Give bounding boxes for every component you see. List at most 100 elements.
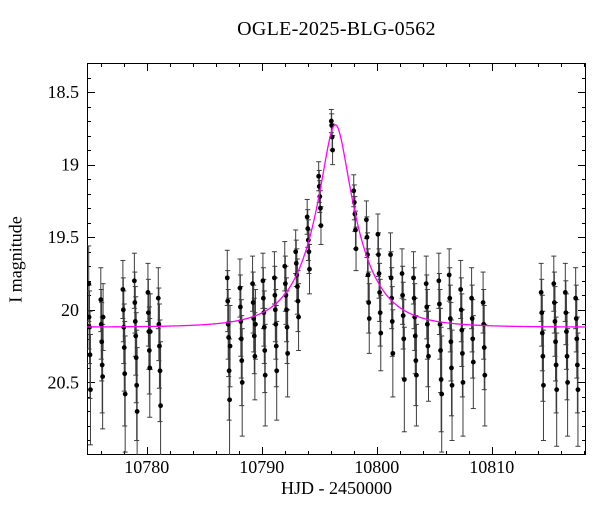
data-point: [121, 345, 127, 350]
data-point: [307, 266, 312, 272]
data-point: [146, 348, 152, 353]
data-point: [282, 281, 288, 287]
data-point: [573, 316, 579, 321]
data-point: [145, 289, 151, 295]
data-point: [438, 377, 444, 382]
data-point: [98, 297, 104, 303]
data-point: [100, 374, 106, 379]
plot-frame: [87, 63, 586, 455]
data-point: [481, 345, 487, 350]
data-point: [353, 227, 358, 233]
data-point: [552, 319, 558, 324]
data-point: [470, 359, 476, 365]
data-point: [377, 289, 383, 295]
data-point: [122, 391, 128, 397]
data-point: [134, 382, 140, 388]
data-point: [401, 336, 407, 342]
data-point: [120, 287, 126, 292]
data-point: [134, 409, 140, 414]
data-point: [227, 343, 233, 349]
data-point: [469, 316, 475, 321]
data-point: [449, 382, 455, 388]
y-tick-label: 19: [61, 155, 79, 175]
y-tick-label: 20.5: [48, 372, 80, 392]
data-point: [131, 278, 137, 284]
data-point: [460, 380, 466, 385]
data-point: [437, 301, 442, 307]
data-point: [574, 336, 580, 342]
data-point: [132, 300, 138, 305]
data-point: [295, 298, 301, 304]
data-point: [272, 307, 278, 313]
data-point: [120, 307, 126, 313]
data-point: [262, 372, 268, 378]
data-point: [252, 353, 258, 359]
data-point: [273, 343, 279, 349]
data-points: [87, 118, 581, 414]
data-point: [296, 314, 301, 320]
data-point: [458, 287, 464, 292]
data-point: [157, 343, 162, 349]
data-point: [87, 352, 93, 358]
data-point: [400, 292, 406, 298]
data-point: [282, 263, 288, 269]
data-point: [482, 372, 488, 378]
data-point: [133, 333, 139, 339]
data-point: [272, 292, 278, 298]
data-point: [424, 321, 430, 327]
data-point: [447, 295, 453, 301]
data-point: [390, 350, 396, 356]
data-point: [304, 214, 310, 220]
data-point: [273, 321, 279, 327]
data-point: [539, 310, 545, 316]
data-point: [156, 321, 162, 327]
data-point: [260, 278, 266, 284]
data-point: [449, 365, 454, 371]
data-point: [539, 330, 545, 336]
data-point: [388, 252, 393, 258]
data-point: [551, 281, 557, 287]
data-point: [401, 377, 407, 382]
data-point: [470, 336, 476, 342]
data-point: [250, 281, 255, 287]
data-point: [551, 300, 557, 305]
tick-labels: 10780 10790 10800 10810 18.5 19 19.5 20 20.5: [48, 82, 515, 477]
data-point: [305, 226, 311, 231]
data-point: [238, 336, 244, 342]
x-tick-label: 10810: [469, 457, 514, 477]
data-point: [423, 281, 429, 287]
data-point: [413, 358, 419, 364]
data-point: [436, 278, 442, 284]
data-point: [316, 173, 322, 179]
data-point: [272, 275, 277, 281]
data-point: [365, 272, 371, 278]
x-axis-title: HJD - 2450000: [281, 478, 392, 498]
data-point: [459, 350, 465, 356]
data-point: [366, 300, 372, 305]
data-point: [88, 387, 93, 393]
data-point: [377, 310, 383, 316]
data-point: [364, 234, 370, 240]
data-point: [351, 188, 357, 194]
x-tick-label: 10800: [354, 457, 399, 477]
data-point: [132, 319, 138, 324]
data-point: [538, 289, 544, 295]
data-point: [87, 314, 92, 320]
data-point: [412, 333, 418, 339]
data-point: [574, 362, 580, 368]
data-point: [260, 295, 266, 301]
data-point: [295, 284, 300, 289]
data-point: [225, 321, 231, 327]
data-point: [541, 382, 546, 388]
data-point: [426, 353, 431, 359]
data-point: [438, 348, 443, 353]
data-point: [147, 329, 153, 334]
data-point: [363, 217, 369, 223]
data-point: [147, 365, 153, 371]
data-point: [565, 380, 571, 385]
data-point: [239, 380, 245, 385]
data-point: [226, 335, 232, 340]
data-point: [425, 343, 431, 349]
data-point: [99, 362, 105, 368]
